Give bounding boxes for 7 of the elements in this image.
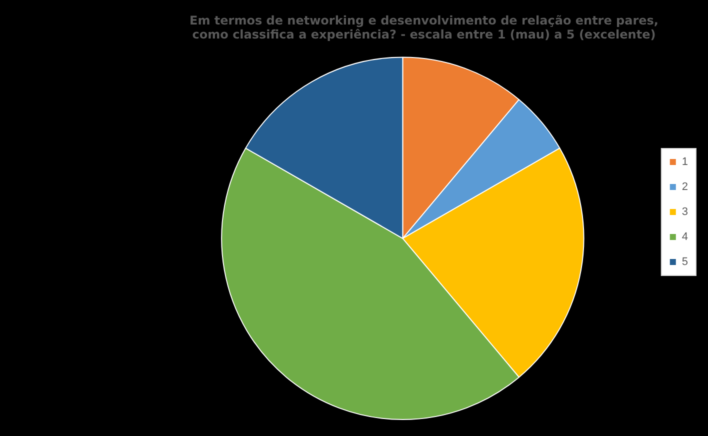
legend-label: 2 bbox=[682, 181, 688, 194]
text: Em termos de networking e desenvolvimento de relação entre pares, bbox=[190, 13, 658, 28]
text: como classifica a experiência? - escala entre 1 (mau) a 5 (excelente) bbox=[192, 28, 656, 42]
legend-label: 3 bbox=[682, 206, 688, 218]
legend-label: 4 bbox=[682, 231, 688, 244]
legend-label: 5 bbox=[682, 256, 688, 268]
legend-label: 1 bbox=[682, 156, 688, 168]
